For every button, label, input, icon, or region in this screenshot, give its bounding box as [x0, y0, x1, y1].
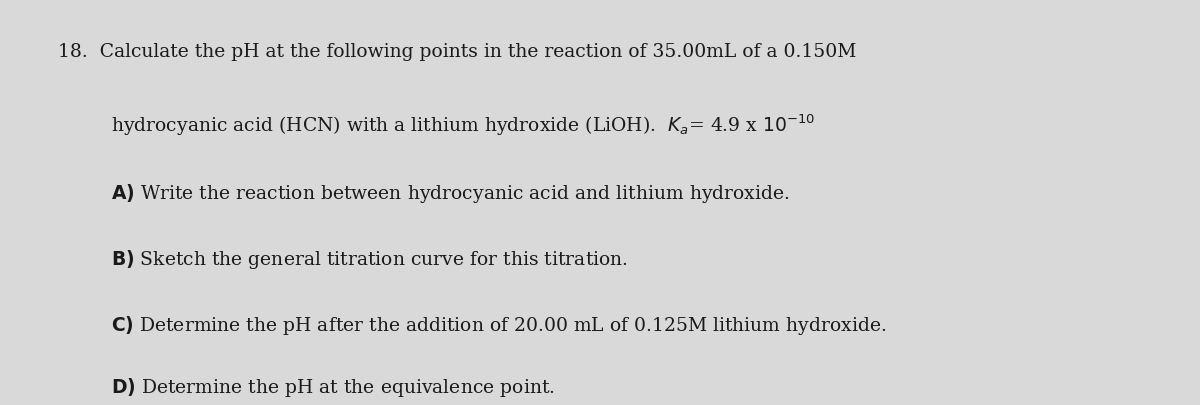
Text: $\mathbf{D)}$ Determine the pH at the equivalence point.: $\mathbf{D)}$ Determine the pH at the eq… — [112, 375, 556, 398]
Text: hydrocyanic acid (HCN) with a lithium hydroxide (LiOH).  $K_a$= 4.9 x $10^{-10}$: hydrocyanic acid (HCN) with a lithium hy… — [112, 112, 816, 138]
Text: $\mathbf{B)}$ Sketch the general titration curve for this titration.: $\mathbf{B)}$ Sketch the general titrati… — [112, 247, 629, 271]
Text: 18.  Calculate the pH at the following points in the reaction of 35.00mL of a 0.: 18. Calculate the pH at the following po… — [58, 43, 856, 61]
Text: $\mathbf{C)}$ Determine the pH after the addition of 20.00 mL of 0.125M lithium : $\mathbf{C)}$ Determine the pH after the… — [112, 313, 887, 336]
Text: $\mathbf{A)}$ Write the reaction between hydrocyanic acid and lithium hydroxide.: $\mathbf{A)}$ Write the reaction between… — [112, 182, 790, 205]
